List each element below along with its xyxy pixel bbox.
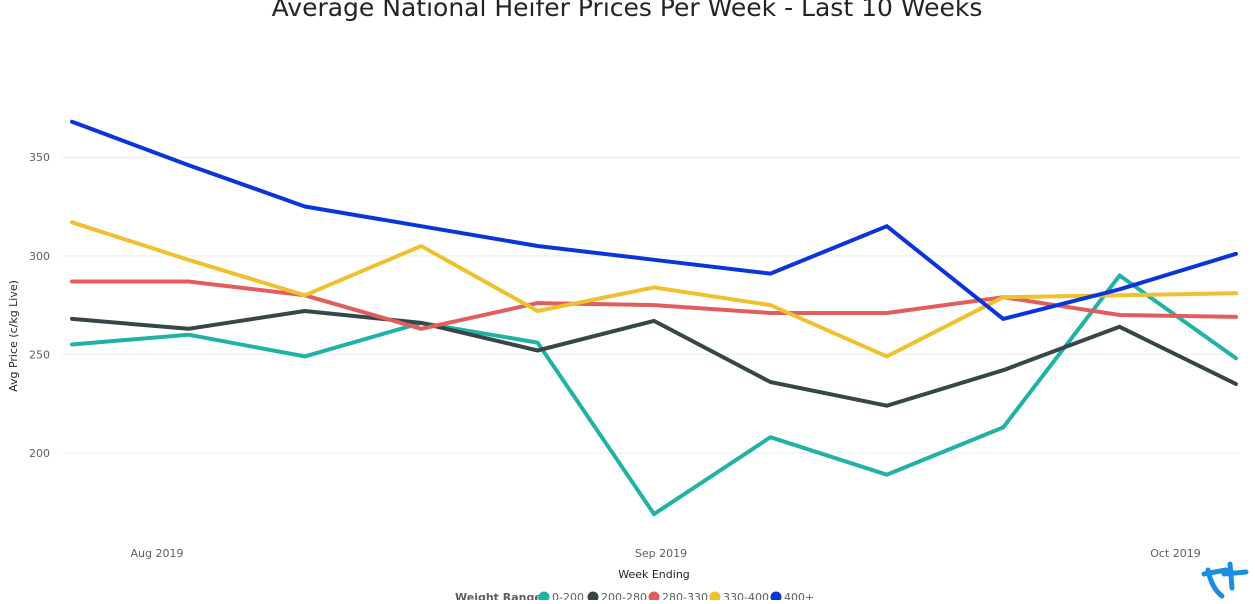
- legend-label: 200-280: [601, 591, 647, 600]
- legend-label: 330-400: [723, 591, 769, 600]
- y-tick-label: 350: [29, 151, 50, 164]
- legend-title: Weight Range: [455, 591, 542, 600]
- x-axis-title: Week Ending: [618, 568, 690, 581]
- legend-label: 400+: [784, 591, 814, 600]
- y-tick-label: 200: [29, 447, 50, 460]
- brand-logo-icon: [1201, 561, 1249, 599]
- y-tick-label: 300: [29, 250, 50, 263]
- legend-item-200-280[interactable]: 200-280: [587, 591, 647, 604]
- legend-marker: [709, 591, 721, 603]
- legend-item-0-200[interactable]: 0-200: [538, 591, 584, 604]
- y-tick-label: 250: [29, 348, 50, 361]
- legend-item-400plus[interactable]: 400+: [770, 591, 815, 604]
- series-line-400plus: [70, 119, 1238, 321]
- legend-item-280-330[interactable]: 280-330: [648, 591, 708, 604]
- y-axis-ticks: 200 250 300 350: [29, 151, 50, 460]
- series-line-280-330: [70, 279, 1238, 331]
- legend-marker: [770, 591, 782, 603]
- x-tick-label: Sep 2019: [635, 547, 687, 560]
- series-line-330-400: [70, 220, 1238, 359]
- x-axis-ticks: Aug 2019 Sep 2019 Oct 2019: [130, 547, 1200, 560]
- series-line-0-200: [70, 273, 1238, 517]
- legend: Weight Range 0-200 200-280 280-330 330-400 4…: [455, 591, 815, 604]
- x-tick-label: Aug 2019: [130, 547, 183, 560]
- series-lines: [70, 119, 1238, 517]
- legend-label: 0-200: [552, 591, 584, 600]
- y-axis-title: Avg Price (c/kg Live): [7, 280, 20, 392]
- legend-marker: [648, 591, 660, 603]
- legend-marker: [587, 591, 599, 603]
- x-tick-label: Oct 2019: [1150, 547, 1201, 560]
- series-line-200-280: [70, 309, 1238, 408]
- chart-title: Average National Heifer Prices Per Week …: [272, 0, 983, 22]
- legend-item-330-400[interactable]: 330-400: [709, 591, 769, 604]
- legend-label: 280-330: [662, 591, 708, 600]
